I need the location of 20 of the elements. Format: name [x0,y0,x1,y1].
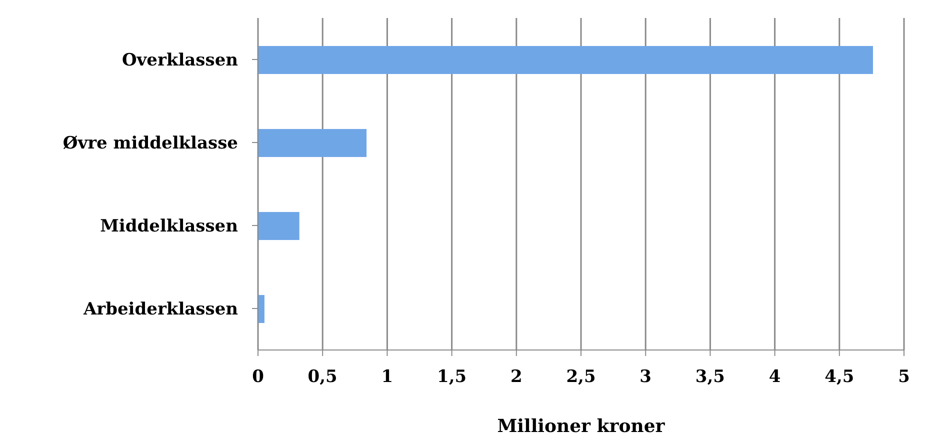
x-tick-label: 4,5 [824,367,854,388]
x-tick-label: 3 [640,367,652,388]
bar [258,212,300,240]
y-tick-label: Overklassen [122,50,238,71]
x-tick-label: 5 [898,367,910,388]
x-tick-label: 2,5 [566,367,596,388]
bar [258,129,367,157]
x-tick-label: 4 [768,367,781,388]
x-tick-label: 0,5 [308,367,338,388]
bar [258,295,264,323]
x-axis-title: Millioner kroner [497,416,666,437]
x-tick-label: 0 [252,367,264,388]
y-tick-label: Øvre middelklasse [62,134,238,154]
x-tick-label: 3,5 [695,367,725,388]
x-tick-label: 2 [510,367,522,388]
y-tick-label: Arbeiderklassen [82,300,238,320]
bar [258,46,873,74]
y-tick-label: Middelklassen [100,216,238,237]
x-tick-label: 1,5 [437,367,467,388]
x-tick-label: 1 [381,367,394,388]
